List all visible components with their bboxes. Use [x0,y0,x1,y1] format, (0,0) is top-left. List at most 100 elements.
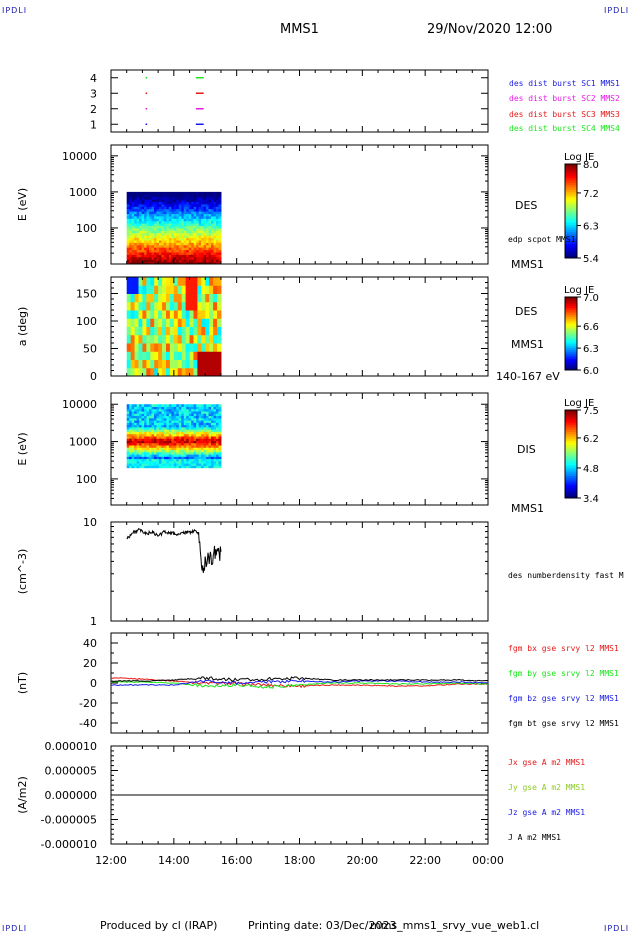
des-energy-cell [186,242,190,246]
des-energy-cell [149,225,153,229]
dis-energy-cell [198,440,202,444]
des-energy-cell [171,211,175,215]
dis-energy-cell [176,438,180,441]
dis-energy-cell [213,408,217,412]
des-energy-cell [215,242,219,246]
dis-energy-cell [141,451,145,455]
des-energy-cell [163,218,167,222]
dis-energy-cell [186,454,190,457]
des-pitch-cell [138,285,143,294]
dis-energy-cell [213,435,217,439]
des-energy-cell [171,227,175,231]
des-energy-cell [173,218,177,222]
des-pitch-cell [185,334,191,344]
dis-energy-cell [206,456,210,460]
des-energy-cell [161,237,165,241]
des-energy-cell [218,213,222,217]
des-energy-cell [193,194,197,198]
dis-energy-cell [166,431,170,435]
des-energy-cell [151,223,155,227]
des-pitch-cell [158,367,163,377]
dis-energy-colorbar-title: Log JE [564,398,594,409]
dis-energy-cell [168,404,172,408]
des-energy-cell [208,254,212,258]
dis-energy-cell [173,435,177,439]
dis-energy-cell [211,413,215,417]
dis-energy-cell [178,456,182,460]
dis-energy-cell [146,413,150,417]
dis-energy-cell [188,408,192,412]
dis-energy-cell [166,413,170,417]
des-pitch-colorbar-cell [565,355,577,358]
des-energy-cell [146,227,150,231]
dis-energy-cell [146,442,150,446]
dis-energy-cell [171,442,175,446]
dis-energy-cell [153,422,157,426]
des-pitch-cell [177,343,183,352]
dis-energy-cell [134,465,138,469]
dis-energy-colorbar-tick-label: 6.2 [583,434,599,445]
dis-energy-cell [213,426,217,430]
des-energy-cell [166,220,170,224]
dis-energy-cell [163,449,167,453]
des-pitch-cell [193,285,198,294]
dis-energy-cell [183,438,187,441]
des-pitch-cell [197,293,202,303]
dis-energy-cell [173,451,177,455]
des-pitch-cell [197,343,202,352]
dis-energy-cell [161,442,165,446]
des-energy-cell [168,208,172,212]
dis-energy-cell [215,454,219,457]
dis-energy-cell [134,458,138,462]
dis-energy-cell [178,411,182,414]
des-pitch-cell [162,318,167,327]
des-energy-cell [193,206,197,210]
dis-energy-cell [163,442,167,446]
dis-energy-colorbar-cell [565,423,577,426]
des-energy-cell [153,259,157,263]
dis-energy-cell [196,426,200,430]
dis-energy-cell [213,413,217,417]
dis-energy-cell [183,449,187,453]
des-energy-cell [166,230,170,234]
des-energy-cell [131,206,135,210]
des-energy-cell [151,242,155,246]
des-pitch-cell [189,277,194,286]
des-pitch-cell [142,351,147,360]
des-energy-cell [188,220,192,224]
dis-energy-cell [196,420,200,423]
dis-energy-cell [186,426,190,430]
dis-energy-cell [131,435,135,439]
des-energy-cell [141,213,145,217]
dis-energy-cell [139,454,143,457]
dis-energy-cell [181,426,185,430]
current-ylabel: (A/m2) [16,776,29,814]
dis-energy-cell [183,458,187,462]
des-pitch-cell [138,367,143,377]
des-energy-colorbar-cell [565,218,577,221]
dis-energy-cell [129,411,133,414]
des-energy-cell [173,213,177,217]
des-energy-cell [173,196,177,200]
dis-energy-cell [153,454,157,457]
des-energy-cell [176,211,180,215]
des-pitch-cell [154,318,159,327]
des-energy-cell [198,199,202,203]
des-pitch-colorbar-cell [565,364,577,367]
des-energy-cell [149,244,153,248]
dis-energy-cell [203,454,207,457]
des-energy-cell [215,251,219,255]
des-energy-cell [126,259,130,263]
dis-energy-cell [191,438,195,441]
dis-energy-cell [173,426,177,430]
dis-energy-cell [181,438,185,441]
dis-energy-cell [131,449,135,453]
dis-energy-cell [136,422,140,426]
dis-energy-cell [173,438,177,441]
des-energy-cell [181,196,185,200]
des-pitch-cell [193,367,198,377]
des-energy-cell [178,230,182,234]
dis-energy-cell [213,458,217,462]
dis-energy-cell [196,406,200,410]
des-energy-cell [134,194,138,198]
